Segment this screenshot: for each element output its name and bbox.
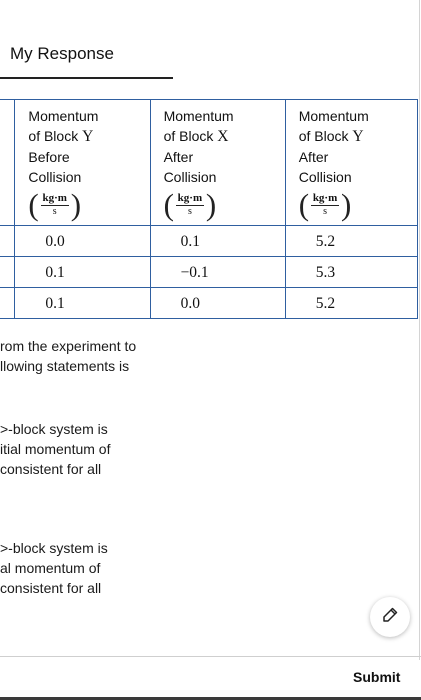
table-cell: 0.1 — [14, 256, 151, 288]
table-header-cell: Momentum of Block Y Before Collision ( k… — [14, 99, 151, 226]
unit-label: ( kg·m s ) — [28, 187, 82, 222]
unit-label: ( kg·m s ) — [298, 187, 352, 222]
table-header-row: Momentum of Block Y Before Collision ( k… — [0, 99, 419, 226]
header-line: After — [298, 149, 329, 165]
unit-label: ( kg·m s ) — [163, 187, 217, 222]
right-divider — [419, 0, 420, 660]
table-cell: 0.0 — [149, 287, 286, 319]
response-table: Momentum of Block Y Before Collision ( k… — [0, 99, 419, 319]
header-line: Momentum — [28, 108, 99, 124]
table-header-cell: Momentum of Block Y After Collision ( kg… — [284, 99, 419, 226]
table-row: 0.0 0.1 5.2 — [0, 225, 419, 257]
header-line: Momentum — [298, 108, 369, 124]
submit-button[interactable]: Submit — [353, 669, 401, 685]
table-cell: 0.1 — [149, 225, 286, 257]
table-cell: −0.1 — [149, 256, 286, 288]
header-line: Collision — [298, 169, 352, 185]
page-title: My Response — [10, 44, 114, 63]
header-line: After — [163, 149, 194, 165]
table-row: 0.1 −0.1 5.3 — [0, 256, 419, 288]
table-row: 0.1 0.0 5.2 — [0, 287, 419, 319]
edit-button[interactable] — [370, 597, 410, 637]
header-line: of Block Y — [28, 128, 94, 145]
question-text: rom the experiment to llowing statements… — [0, 338, 137, 374]
header-line: Collision — [28, 169, 82, 185]
header-line: of Block X — [163, 128, 229, 145]
table-cell: 5.2 — [284, 225, 419, 257]
answer-option-text[interactable]: >-block system is al momentum of consist… — [0, 540, 108, 596]
table-cell-partial — [0, 287, 16, 319]
table-cell-partial — [0, 256, 16, 288]
table-header-cell: Momentum of Block X After Collision ( kg… — [149, 99, 286, 226]
table-header-cell-partial — [0, 99, 16, 226]
table-cell: 5.2 — [284, 287, 419, 319]
pencil-icon — [381, 606, 399, 629]
title-underline — [0, 77, 173, 79]
footer-divider — [0, 656, 421, 657]
header-line: Momentum — [163, 108, 234, 124]
header-line: of Block Y — [298, 128, 364, 145]
table-cell-partial — [0, 225, 16, 257]
footer-edge — [0, 697, 421, 700]
answer-option-text[interactable]: >-block system is itial momentum of cons… — [0, 421, 111, 477]
header-line: Before — [28, 149, 70, 165]
table-cell: 5.3 — [284, 256, 419, 288]
header-line: Collision — [163, 169, 217, 185]
table-cell: 0.0 — [14, 225, 151, 257]
table-cell: 0.1 — [14, 287, 151, 319]
